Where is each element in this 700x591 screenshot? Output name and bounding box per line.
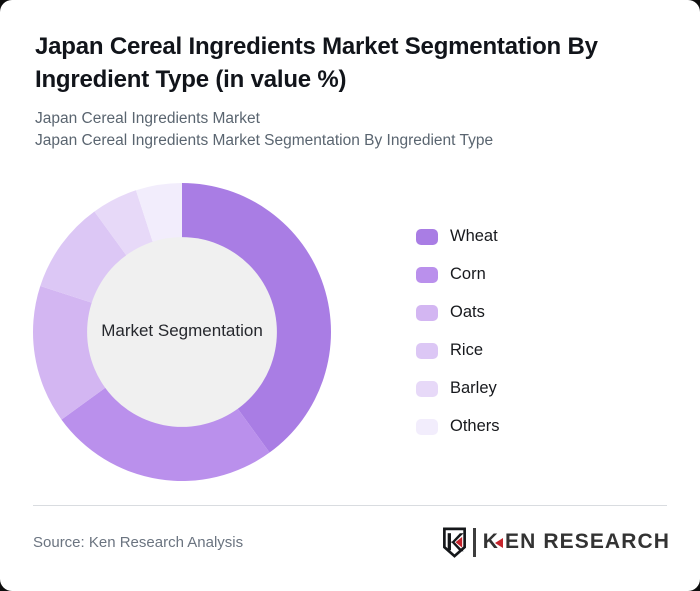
- donut-segment-barley: [94, 190, 153, 257]
- legend-swatch-rice: [416, 342, 438, 359]
- source-text: Source: Ken Research Analysis: [33, 534, 244, 551]
- legend-item-corn: Corn: [416, 265, 500, 283]
- ken-research-shield-icon: [443, 527, 467, 558]
- legend-label-others: Others: [450, 417, 500, 435]
- legend-item-others: Others: [416, 417, 500, 435]
- brand-wordmark: K EN RESEARCH: [483, 530, 670, 554]
- donut-segment-oats: [33, 285, 107, 420]
- subtitle-line2: Japan Cereal Ingredients Market Segmenta…: [35, 131, 494, 149]
- donut-chart: [33, 183, 331, 481]
- legend-swatch-barley: [416, 380, 438, 397]
- brand-rest: EN RESEARCH: [505, 530, 670, 553]
- page-title-line2: Ingredient Type (in value %): [35, 66, 347, 93]
- legend-item-oats: Oats: [416, 303, 500, 321]
- page-title-line1: Japan Cereal Ingredients Market Segmenta…: [35, 33, 598, 60]
- donut-segment-corn: [61, 387, 270, 481]
- legend-label-rice: Rice: [450, 341, 484, 359]
- page-title: Japan Cereal Ingredients Market Segmenta…: [35, 30, 690, 96]
- legend-swatch-wheat: [416, 228, 438, 245]
- subtitle-line1: Japan Cereal Ingredients Market: [35, 110, 260, 127]
- donut-segment-rice: [40, 211, 127, 303]
- legend-swatch-corn: [416, 266, 438, 283]
- legend-label-wheat: Wheat: [450, 227, 498, 245]
- legend-label-oats: Oats: [450, 303, 485, 321]
- donut-segment-others: [135, 183, 182, 243]
- red-wedge-icon: [495, 537, 504, 548]
- brand-initial: K: [482, 530, 500, 553]
- legend-label-barley: Barley: [450, 379, 497, 397]
- ken-research-logo: K EN RESEARCH: [442, 526, 670, 558]
- chart-subtitles: Japan Cereal Ingredients Market Japan Ce…: [35, 108, 493, 151]
- legend-item-wheat: Wheat: [416, 227, 500, 245]
- donut-center-circle: [87, 237, 277, 427]
- donut-center-label: Market Segmentation: [101, 321, 263, 340]
- legend-swatch-oats: [416, 304, 438, 321]
- legend-item-rice: Rice: [416, 341, 500, 359]
- chart-legend: Wheat Corn Oats Rice Barley Others: [416, 227, 500, 435]
- legend-swatch-others: [416, 418, 438, 435]
- legend-item-barley: Barley: [416, 379, 500, 397]
- logo-separator: [473, 527, 476, 557]
- donut-segment-wheat: [182, 183, 331, 453]
- legend-label-corn: Corn: [450, 265, 486, 283]
- footer-divider: [33, 505, 667, 506]
